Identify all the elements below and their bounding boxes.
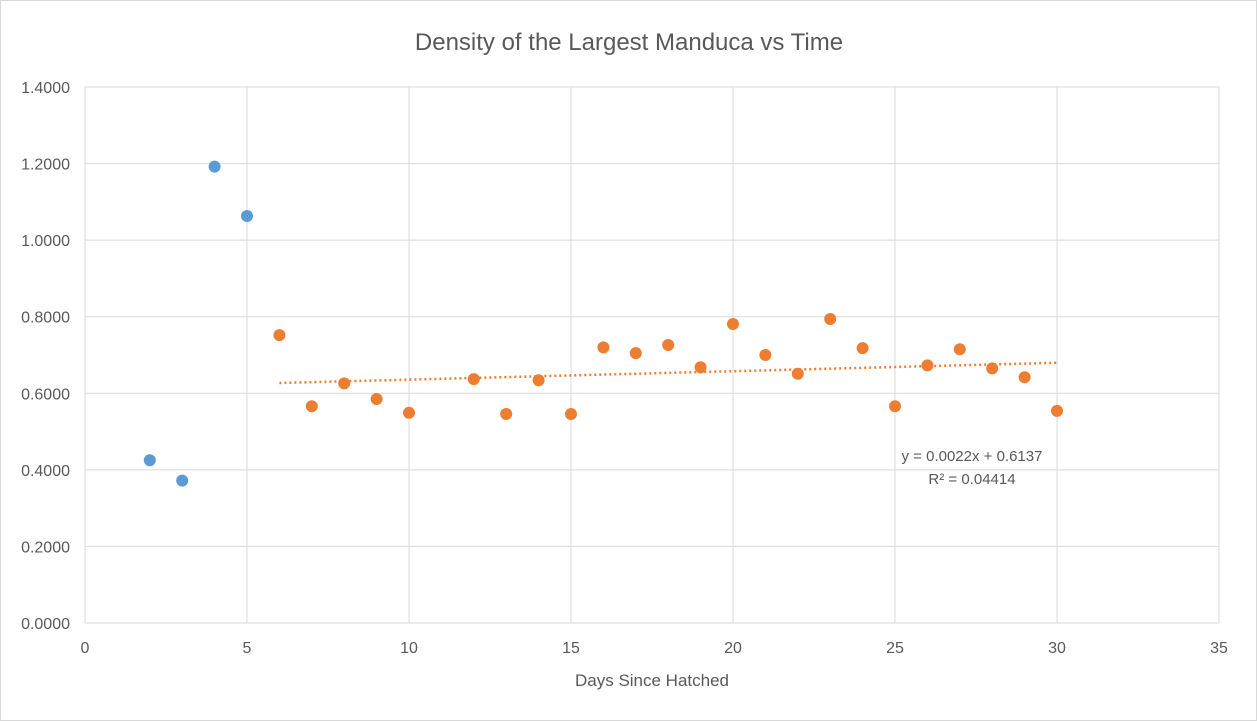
series-2-point (1051, 404, 1063, 417)
series-2-point (727, 317, 739, 330)
x-tick-label: 35 (1210, 640, 1228, 657)
trendline (279, 361, 1058, 385)
x-axis-tick-labels: 0 5 10 15 20 25 30 35 (81, 640, 1228, 657)
series-2-point (565, 407, 577, 420)
series-2-point (856, 342, 869, 355)
x-tick-label: 10 (400, 640, 418, 657)
y-axis-tick-labels: 0.0000 0.2000 0.4000 0.6000 0.8000 1.0000 1.20… (21, 80, 70, 633)
y-tick-label: 0.8000 (21, 310, 70, 327)
series-2-point (403, 406, 415, 419)
series-2-point (338, 377, 351, 390)
series-2-point (662, 339, 675, 352)
series-2-point (629, 347, 642, 360)
trendline-equation: y = 0.0022x + 0.6137 (902, 448, 1043, 465)
series-2-point (759, 349, 772, 361)
x-tick-label: 15 (562, 640, 580, 657)
y-tick-label: 0.4000 (21, 463, 70, 480)
x-tick-label: 0 (81, 640, 90, 657)
y-tick-label: 1.2000 (21, 157, 70, 174)
x-tick-label: 5 (243, 640, 252, 657)
series-1-point (241, 210, 253, 223)
series-2-point (889, 400, 901, 413)
series-2-point (597, 341, 610, 354)
gridlines (84, 86, 1220, 624)
series-2-point (694, 361, 707, 374)
y-tick-label: 0.6000 (21, 386, 70, 403)
series-2-point (273, 329, 286, 342)
chart-title: Density of the Largest Manduca vs Time (415, 29, 843, 56)
trendline-group (279, 361, 1058, 385)
y-tick-label: 0.2000 (21, 539, 70, 556)
series-2-point (532, 374, 545, 387)
x-tick-label: 25 (886, 640, 904, 657)
series-1-point (176, 474, 189, 487)
series-1-point (208, 160, 221, 173)
series-2-point (824, 313, 837, 326)
series-1-point (143, 454, 156, 467)
series-2-point (305, 400, 318, 413)
y-tick-label: 0.0000 (21, 616, 70, 633)
y-tick-label: 1.0000 (21, 233, 70, 250)
series-2-point (921, 359, 934, 372)
x-tick-label: 20 (724, 640, 742, 657)
y-tick-label: 1.4000 (21, 80, 70, 97)
series-2-point (1018, 371, 1031, 384)
series-2-point (986, 362, 999, 375)
series-2-point (500, 407, 513, 420)
data-points (143, 160, 1063, 487)
series-2-point (370, 393, 383, 406)
series-2-point (791, 367, 804, 380)
x-tick-label: 30 (1048, 640, 1066, 657)
series-2-point (953, 343, 966, 356)
series-2-point (467, 373, 480, 386)
x-axis-label: Days Since Hatched (575, 671, 729, 690)
trendline-r-squared: R² = 0.04414 (928, 471, 1015, 488)
